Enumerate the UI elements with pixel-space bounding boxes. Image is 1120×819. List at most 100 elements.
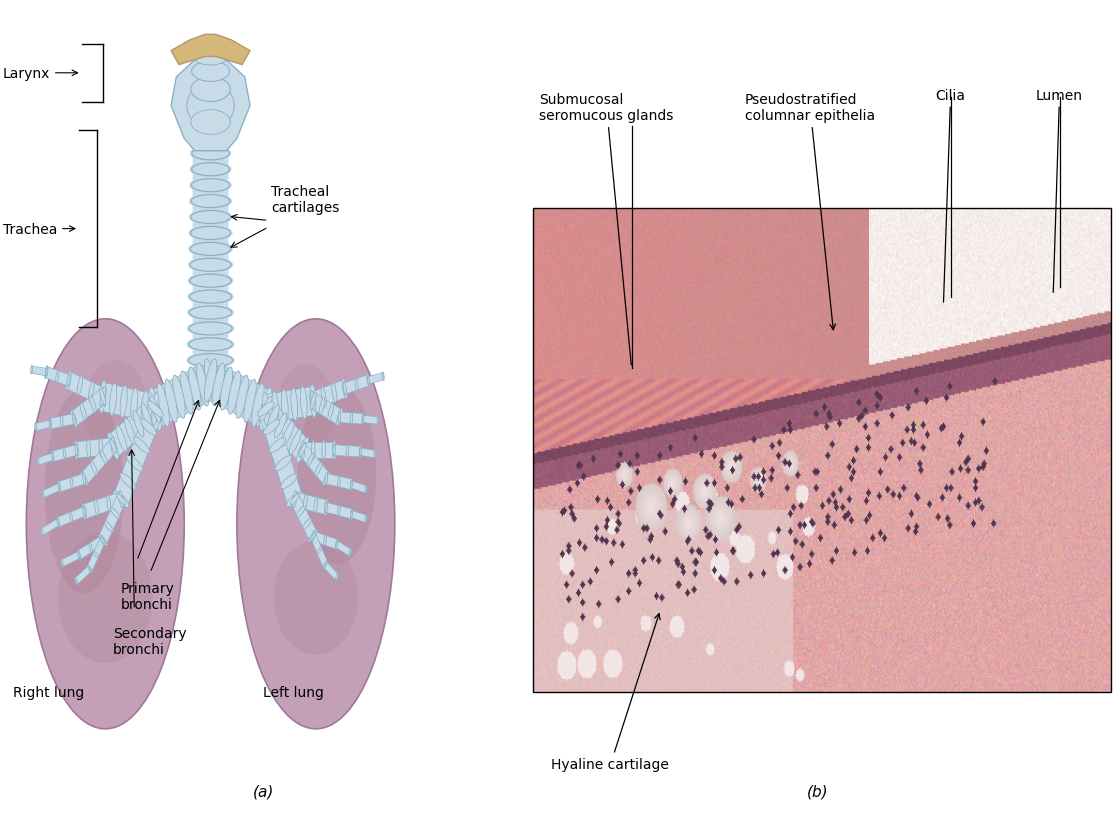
Ellipse shape (290, 494, 299, 505)
Ellipse shape (141, 391, 148, 423)
Ellipse shape (293, 491, 297, 508)
Ellipse shape (281, 474, 297, 489)
Polygon shape (261, 399, 308, 461)
Ellipse shape (116, 426, 127, 452)
Ellipse shape (151, 393, 159, 426)
Ellipse shape (204, 360, 217, 402)
Ellipse shape (141, 404, 152, 430)
Ellipse shape (58, 532, 152, 663)
Ellipse shape (84, 360, 148, 459)
Polygon shape (312, 532, 337, 550)
Ellipse shape (140, 419, 157, 436)
Ellipse shape (187, 289, 234, 305)
Ellipse shape (315, 463, 323, 477)
Text: Submucosal
seromucous glands: Submucosal seromucous glands (540, 93, 674, 365)
FancyBboxPatch shape (193, 103, 228, 380)
Ellipse shape (363, 415, 364, 423)
Ellipse shape (93, 552, 99, 558)
Polygon shape (352, 511, 366, 523)
Ellipse shape (338, 412, 340, 423)
Ellipse shape (193, 115, 228, 129)
Polygon shape (334, 446, 361, 457)
Text: Larynx: Larynx (2, 66, 77, 81)
Ellipse shape (267, 405, 279, 430)
Ellipse shape (110, 383, 116, 416)
Polygon shape (311, 394, 342, 425)
Ellipse shape (100, 537, 105, 544)
Ellipse shape (325, 473, 328, 485)
Ellipse shape (310, 392, 316, 410)
Text: (b): (b) (806, 784, 829, 799)
Ellipse shape (56, 517, 59, 528)
Ellipse shape (83, 473, 85, 485)
Polygon shape (326, 503, 352, 519)
Ellipse shape (108, 433, 119, 459)
Ellipse shape (110, 439, 116, 454)
Ellipse shape (365, 515, 367, 523)
Ellipse shape (244, 380, 256, 423)
Polygon shape (57, 507, 85, 527)
Ellipse shape (301, 441, 305, 460)
Text: Lumen: Lumen (1036, 88, 1083, 293)
Ellipse shape (325, 500, 328, 516)
Polygon shape (72, 390, 105, 427)
Ellipse shape (111, 508, 120, 518)
Ellipse shape (188, 225, 233, 242)
Ellipse shape (355, 378, 358, 391)
Polygon shape (114, 403, 162, 506)
Ellipse shape (77, 550, 81, 560)
Ellipse shape (377, 417, 379, 425)
Ellipse shape (86, 440, 91, 459)
Ellipse shape (324, 562, 327, 568)
Ellipse shape (189, 193, 232, 210)
Ellipse shape (46, 369, 47, 377)
Ellipse shape (116, 495, 125, 505)
Ellipse shape (196, 364, 209, 406)
Ellipse shape (287, 492, 304, 507)
Ellipse shape (189, 178, 232, 194)
Ellipse shape (343, 379, 347, 399)
Ellipse shape (57, 518, 59, 527)
Ellipse shape (71, 477, 73, 489)
Polygon shape (41, 519, 58, 536)
Ellipse shape (37, 458, 39, 466)
Text: Hyaline cartilage: Hyaline cartilage (551, 614, 670, 771)
Polygon shape (36, 421, 50, 431)
Ellipse shape (77, 551, 81, 559)
Ellipse shape (343, 382, 346, 396)
Ellipse shape (188, 338, 233, 351)
Polygon shape (46, 367, 69, 387)
Ellipse shape (299, 444, 306, 457)
Ellipse shape (188, 257, 233, 274)
Polygon shape (109, 398, 159, 458)
Ellipse shape (99, 536, 108, 545)
Ellipse shape (317, 548, 323, 554)
Ellipse shape (298, 385, 376, 565)
Ellipse shape (45, 366, 48, 379)
Ellipse shape (300, 387, 307, 419)
Ellipse shape (75, 445, 77, 456)
Ellipse shape (101, 536, 104, 545)
Ellipse shape (273, 541, 358, 655)
Ellipse shape (360, 448, 362, 456)
Ellipse shape (297, 438, 309, 463)
Ellipse shape (310, 391, 316, 411)
Ellipse shape (348, 549, 352, 557)
Polygon shape (344, 375, 370, 395)
Ellipse shape (260, 388, 272, 431)
Ellipse shape (310, 385, 317, 418)
Ellipse shape (40, 528, 44, 536)
Text: Right lung: Right lung (13, 685, 84, 699)
Ellipse shape (120, 473, 136, 490)
Polygon shape (300, 445, 329, 485)
Ellipse shape (307, 453, 315, 467)
Polygon shape (82, 441, 116, 485)
Polygon shape (264, 387, 315, 423)
Ellipse shape (187, 337, 234, 353)
Ellipse shape (362, 414, 364, 425)
Ellipse shape (351, 481, 353, 489)
Polygon shape (311, 380, 346, 410)
Ellipse shape (150, 396, 160, 423)
Ellipse shape (351, 413, 353, 424)
Ellipse shape (337, 409, 343, 427)
